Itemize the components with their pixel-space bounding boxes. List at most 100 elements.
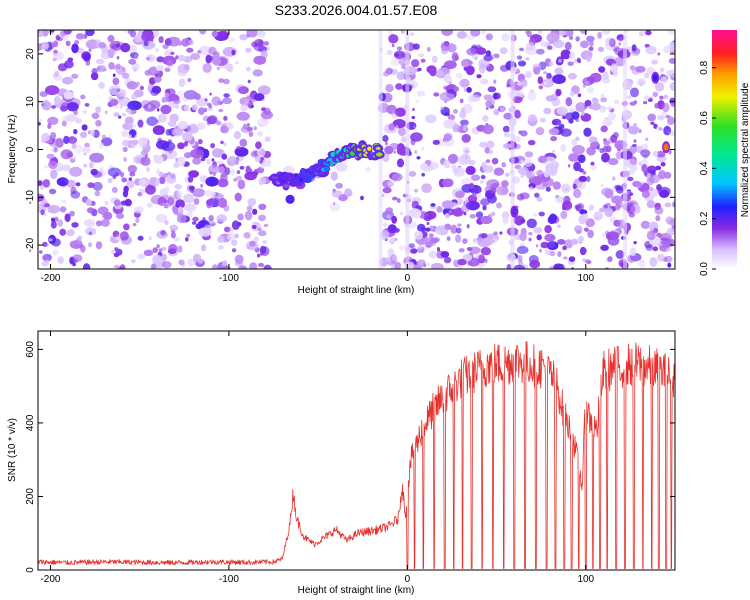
noise-blob: [666, 228, 675, 236]
noise-blob: [501, 211, 510, 220]
noise-blob: [157, 137, 163, 144]
noise-blob: [448, 209, 453, 215]
noise-blob: [240, 104, 248, 112]
noise-blob: [211, 192, 216, 196]
noise-blob: [501, 33, 511, 42]
noise-blob: [518, 130, 522, 135]
noise-blob: [656, 114, 666, 121]
noise-blob: [506, 264, 512, 269]
noise-blob: [557, 224, 561, 229]
noise-blob: [455, 190, 465, 199]
noise-blob: [459, 78, 470, 88]
noise-blob: [457, 258, 467, 266]
noise-blob: [218, 198, 227, 208]
noise-blob: [116, 88, 121, 92]
noise-blob: [583, 127, 592, 137]
noise-blob: [459, 98, 464, 104]
noise-blob: [223, 78, 230, 85]
noise-blob: [410, 132, 423, 142]
noise-blob: [244, 210, 253, 221]
noise-blob: [463, 87, 468, 92]
noise-blob: [258, 203, 267, 210]
signal-track: [268, 71, 671, 218]
noise-blob: [231, 49, 236, 56]
noise-blob: [263, 264, 272, 269]
noise-blob: [138, 188, 144, 192]
noise-blob: [601, 187, 613, 196]
noise-blob: [387, 180, 395, 187]
noise-blob: [247, 245, 251, 249]
noise-blob: [482, 115, 489, 122]
noise-blob: [39, 185, 44, 190]
noise-blob: [176, 156, 186, 167]
noise-blob: [485, 50, 491, 57]
noise-blob: [122, 146, 128, 152]
noise-blob: [211, 158, 215, 162]
noise-blob: [536, 169, 544, 177]
noise-blob: [221, 260, 228, 267]
noise-blob: [72, 254, 83, 263]
noise-blob: [418, 53, 424, 58]
noise-blob: [218, 31, 227, 38]
noise-blob: [436, 206, 443, 213]
noise-blob: [184, 152, 192, 159]
noise-blob: [579, 209, 588, 215]
noise-blob: [183, 193, 195, 203]
noise-blob: [114, 264, 120, 269]
noise-blob: [600, 125, 608, 133]
noise-blob: [41, 132, 50, 142]
noise-blob: [443, 74, 452, 83]
noise-blob: [246, 240, 259, 251]
noise-blob: [61, 115, 72, 122]
noise-blob: [655, 165, 662, 171]
noise-blob: [259, 180, 263, 186]
noise-blob: [234, 147, 249, 157]
noise-blob: [411, 115, 416, 120]
noise-blob: [200, 244, 207, 252]
noise-blob: [520, 130, 528, 137]
noise-blob: [38, 30, 44, 38]
noise-blob: [41, 41, 50, 50]
noise-blob: [416, 156, 421, 160]
noise-blob: [461, 134, 471, 143]
noise-blob: [329, 202, 341, 212]
noise-blob: [50, 132, 57, 139]
noise-blob: [641, 190, 650, 198]
noise-blob: [446, 236, 451, 242]
noise-blob: [459, 110, 467, 119]
noise-blob: [239, 165, 245, 170]
noise-blob: [586, 176, 591, 182]
noise-blob: [63, 135, 70, 145]
noise-blob: [156, 108, 160, 112]
noise-blob: [391, 215, 397, 224]
noise-blob: [383, 222, 388, 227]
noise-blob: [45, 85, 60, 96]
noise-blob: [236, 146, 242, 150]
noise-blob: [63, 91, 75, 100]
noise-blob: [568, 153, 580, 162]
noise-blob: [601, 184, 604, 187]
noise-blob: [514, 109, 521, 119]
noise-blob: [631, 44, 637, 52]
noise-blob: [659, 95, 664, 100]
noise-blob: [580, 30, 588, 34]
noise-blob: [469, 214, 477, 219]
noise-blob: [59, 206, 67, 213]
noise-blob: [517, 82, 523, 86]
noise-blob: [146, 202, 153, 208]
noise-blob: [124, 116, 134, 125]
noise-blob: [382, 135, 389, 142]
noise-blob: [113, 112, 120, 117]
noise-blob: [63, 30, 72, 35]
noise-blob: [66, 102, 79, 112]
noise-blob: [260, 252, 264, 256]
noise-blob: [560, 210, 568, 220]
noise-blob: [576, 229, 582, 235]
noise-blob: [416, 259, 426, 268]
noise-blob: [602, 71, 609, 80]
noise-blob: [433, 92, 440, 97]
y-tick-label: 400: [25, 414, 36, 431]
noise-blob: [220, 125, 229, 134]
noise-blob: [133, 35, 144, 43]
noise-blob: [230, 169, 236, 176]
